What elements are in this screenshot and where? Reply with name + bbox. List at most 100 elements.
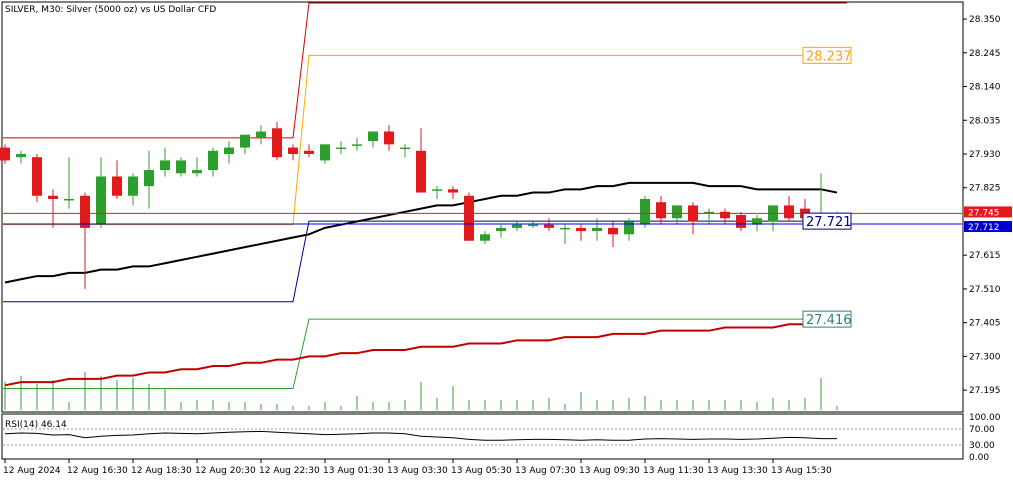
candle-body-bull — [128, 176, 138, 196]
time-tick-label: 12 Aug 20:30 — [195, 466, 256, 476]
candle-body-bull — [16, 153, 26, 158]
time-tick-label: 13 Aug 07:30 — [515, 466, 576, 476]
rsi-line — [4, 430, 837, 441]
rsi-level-label: 100.00 — [969, 413, 1001, 423]
main-plot-frame — [1, 1, 964, 413]
candle-body-bear — [32, 157, 42, 196]
blue-band-value: 27.721 — [806, 215, 852, 230]
candle-body-bull — [224, 147, 234, 154]
rsi-plot-frame — [1, 413, 964, 460]
candle-body-bear — [656, 202, 666, 219]
bid-price-tag-bg — [964, 206, 1012, 218]
candle-body-bear — [784, 205, 794, 219]
price-tick-label: 27.930 — [969, 150, 1001, 160]
candle-body-bear — [576, 227, 586, 232]
candle-body-bull — [352, 144, 362, 146]
candle-body-bear — [304, 150, 314, 154]
candle-body-bull — [192, 170, 202, 174]
candle-body-bear — [80, 195, 90, 228]
green-band-value-box — [802, 310, 852, 328]
candle-body-bull — [640, 198, 650, 225]
candle-body-bull — [368, 131, 378, 142]
rsi-level-label: 0.00 — [969, 453, 989, 463]
candle-body-bull — [512, 224, 522, 228]
moving-average-black — [4, 181, 838, 284]
candle-body-bull — [160, 160, 170, 171]
candle-body-bull — [96, 176, 106, 225]
time-tick-label: 13 Aug 09:30 — [579, 466, 640, 476]
price-axis: 28.350 28.245 28.140 28.035 27.930 27.825 27.6… — [963, 15, 1012, 396]
chart-title: SILVER, M30: Silver (5000 oz) vs US Doll… — [5, 5, 216, 15]
candle-body-bear — [112, 176, 122, 196]
time-axis: 12 Aug 2024 12 Aug 16:30 12 Aug 18:30 12 Au… — [3, 459, 832, 476]
rsi-layer: 100.00 70.00 30.00 0.00 — [3, 413, 1001, 463]
bid-price-tag: 27.745 — [968, 208, 1000, 218]
candle-body-bull — [480, 234, 490, 241]
candle-body-bear — [720, 211, 730, 219]
candle-body-bull — [144, 170, 154, 187]
candle-body-bull — [336, 147, 346, 150]
candle-body-bear — [288, 147, 298, 154]
rsi-level-label: 70.00 — [969, 425, 995, 435]
time-tick-label: 12 Aug 2024 — [3, 466, 61, 476]
price-tick-label: 27.300 — [969, 352, 1001, 362]
candle-body-bull — [560, 227, 570, 230]
time-tick-label: 12 Aug 18:30 — [131, 466, 192, 476]
price-tick-label: 27.825 — [969, 184, 1001, 194]
candle-body-bear — [384, 131, 394, 145]
candle-body-bear — [0, 147, 10, 161]
upper-band-line — [3, 2, 847, 139]
time-tick-label: 12 Aug 22:30 — [259, 466, 320, 476]
candle-body-bear — [416, 150, 426, 193]
candle-body-bull — [400, 147, 410, 150]
price-tick-label: 27.405 — [969, 319, 1001, 329]
price-tick-label: 28.350 — [969, 15, 1001, 25]
time-tick-label: 13 Aug 13:30 — [707, 466, 768, 476]
price-tick-label: 27.615 — [969, 251, 1001, 261]
price-line-layer — [3, 212, 962, 225]
candle-body-bull — [672, 205, 682, 219]
moving-average-layer — [4, 181, 838, 387]
blue-band-line — [3, 220, 847, 303]
label-layer: 28.237 27.721 27.416 — [802, 46, 852, 328]
candle-body-bear — [272, 128, 282, 158]
rsi-level-label: 30.00 — [969, 441, 995, 451]
candle-body-bull — [432, 189, 442, 191]
candle-body-bear — [48, 195, 58, 199]
candle-body-bull — [624, 221, 634, 235]
candle-body-bull — [256, 131, 266, 138]
time-tick-label: 12 Aug 16:30 — [67, 466, 128, 476]
candle-body-bull — [752, 218, 762, 225]
ask-price-tag: 27.712 — [968, 223, 1000, 233]
candle-body-bull — [496, 227, 506, 232]
blue-band-value-box — [802, 212, 852, 230]
price-tick-label: 28.140 — [969, 83, 1001, 93]
green-band-line — [3, 318, 847, 390]
orange-band-value: 28.237 — [806, 49, 852, 64]
time-tick-label: 13 Aug 03:30 — [387, 466, 448, 476]
candle-body-bear — [448, 189, 458, 193]
candle-body-bull — [528, 224, 538, 227]
candle-body-bull — [176, 160, 186, 174]
candle-body-bear — [464, 195, 474, 241]
candle-body-bull — [592, 227, 602, 232]
ask-price-tag-bg — [964, 221, 1012, 233]
price-tick-label: 27.510 — [969, 285, 1001, 295]
green-band-value: 27.416 — [806, 313, 852, 328]
price-tick-label: 27.195 — [969, 386, 1001, 396]
time-tick-label: 13 Aug 11:30 — [643, 466, 704, 476]
rsi-label: RSI(14) 46.14 — [5, 420, 67, 430]
time-tick-label: 13 Aug 01:30 — [323, 466, 384, 476]
price-tick-label: 28.245 — [969, 49, 1001, 59]
candle-body-bull — [208, 150, 218, 171]
band-layer — [3, 2, 847, 390]
orange-band-line — [3, 54, 847, 226]
time-tick-label: 13 Aug 05:30 — [451, 466, 512, 476]
moving-average-red — [4, 323, 837, 387]
time-tick-label: 13 Aug 15:30 — [771, 466, 832, 476]
candle-body-bull — [64, 198, 74, 201]
candle-body-bear — [544, 224, 554, 228]
